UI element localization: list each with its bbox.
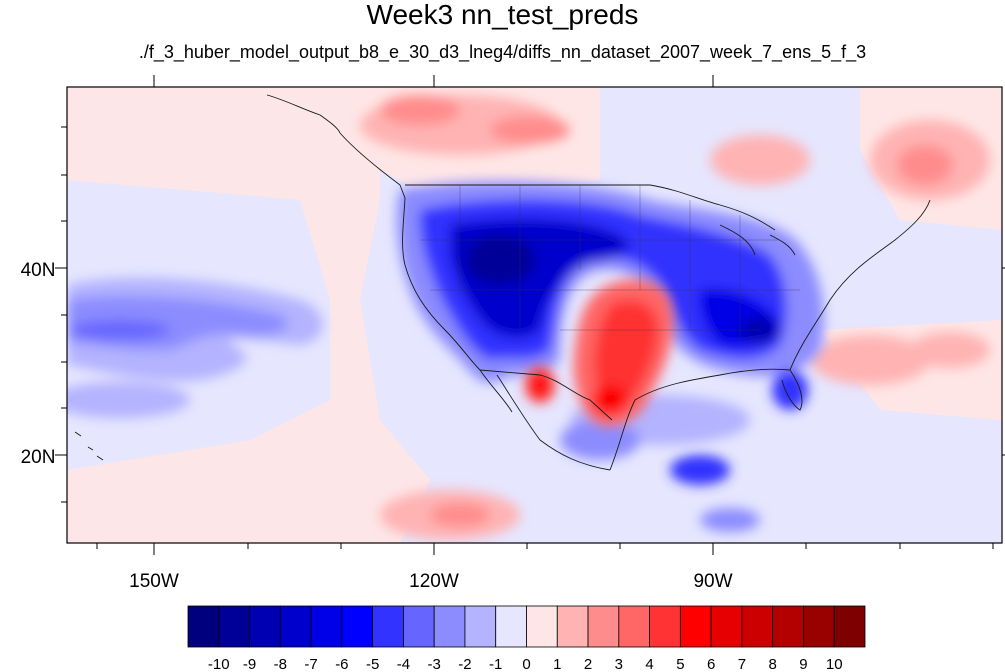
colorbar-tick-label: -3: [428, 656, 441, 672]
colorbar-tick-label: 8: [769, 656, 777, 672]
colorbar-tick-label: -8: [274, 656, 287, 672]
colorbar-tick-label: 1: [553, 656, 561, 672]
colorbar-labels: -10 -9 -8 -7 -6 -5 -4 -3 -2 -1 0 1 2 3 4 5 6 7 8 9 10: [208, 656, 843, 672]
colorbar-box: [833, 605, 866, 648]
colorbar-box: [710, 605, 743, 648]
colorbar-tick-label: -7: [304, 656, 317, 672]
colorbar-box: [526, 605, 558, 648]
colorbar-tick-label: 0: [522, 656, 530, 672]
colorbar-tick-label: -9: [243, 656, 256, 672]
colorbar-box: [403, 605, 435, 648]
colorbar-box: [464, 605, 497, 648]
colorbar-box: [772, 605, 804, 648]
lon-label-120w: 120W: [409, 571, 459, 592]
colorbar-tick-label: -5: [366, 656, 379, 672]
colorbar-tick-label: 7: [738, 656, 746, 672]
lon-label-90w: 90W: [693, 571, 732, 592]
colorbar-tick-label: -2: [458, 656, 471, 672]
colorbar-box: [187, 605, 220, 648]
colorbar-box: [372, 605, 404, 648]
colorbar-box: [433, 605, 466, 648]
colorbar-box: [556, 605, 589, 648]
lon-label-150w: 150W: [129, 571, 179, 592]
colorbar-box: [618, 605, 650, 648]
colorbar-tick-label: 2: [584, 656, 592, 672]
state-borders: [420, 185, 800, 340]
colorbar-tick-label: -6: [335, 656, 348, 672]
colorbar-tick-label: 4: [645, 656, 653, 672]
colorbar-tick-label: 10: [826, 656, 843, 672]
colorbar-box: [741, 605, 774, 648]
colorbar-box: [587, 605, 620, 648]
colorbar-box: [341, 605, 374, 648]
colorbar-tick-label: 5: [676, 656, 684, 672]
colorbar-tick-label: -4: [397, 656, 410, 672]
axis-ticks: [55, 75, 1005, 555]
colorbar-tick-label: -10: [208, 656, 230, 672]
map-subtitle: ./f_3_huber_model_output_b8_e_30_d3_lneg…: [138, 42, 867, 62]
lat-label-20n: 20N: [21, 447, 56, 468]
colorbar-box: [679, 605, 712, 648]
colorbar-tick-label: -1: [489, 656, 502, 672]
colorbar-box: [279, 605, 312, 648]
contour-field: [67, 87, 1002, 543]
coastlines: [74, 94, 931, 471]
map-title: Week3 nn_test_preds: [366, 0, 639, 30]
colorbar-box: [310, 605, 343, 648]
colorbar-tick-label: 3: [615, 656, 623, 672]
colorbar-box: [218, 605, 250, 648]
lat-label-40n: 40N: [21, 260, 56, 281]
colorbar-tick-label: 6: [707, 656, 715, 672]
colorbar-boxes: [187, 605, 866, 648]
colorbar-box: [495, 605, 527, 648]
colorbar-box: [249, 605, 281, 648]
colorbar-box: [803, 605, 835, 648]
colorbar-tick-label: 9: [799, 656, 807, 672]
colorbar-box: [649, 605, 681, 648]
